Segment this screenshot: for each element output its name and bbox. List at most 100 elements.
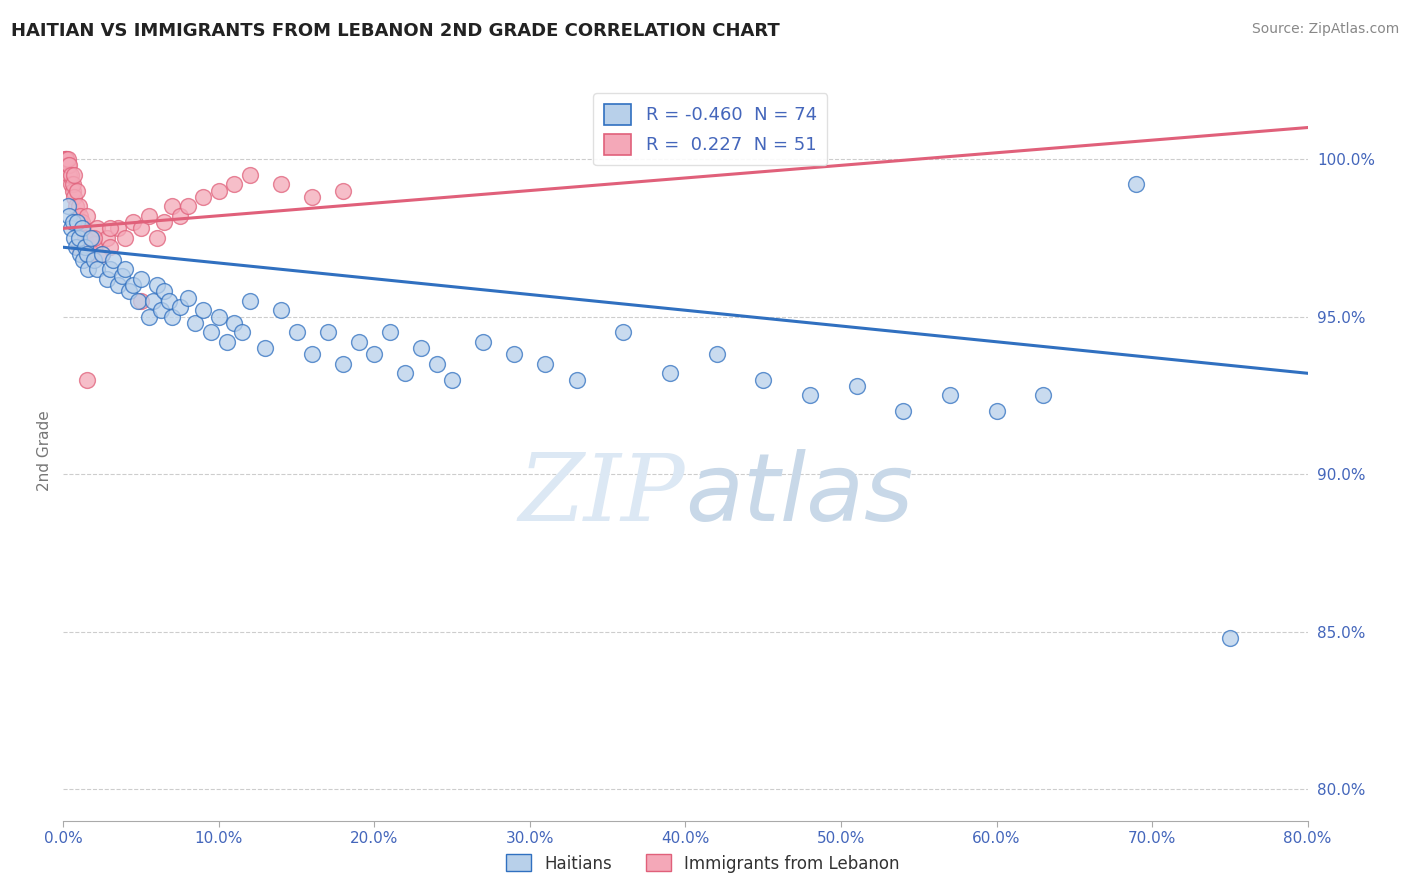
Point bbox=[127, 293, 149, 308]
Point bbox=[114, 231, 136, 245]
Point bbox=[62, 178, 84, 192]
Point bbox=[184, 316, 207, 330]
Point bbox=[426, 357, 449, 371]
Point bbox=[160, 199, 183, 213]
Point bbox=[285, 326, 308, 340]
Point bbox=[69, 246, 91, 260]
Point bbox=[67, 240, 90, 254]
Point bbox=[939, 388, 962, 402]
Point bbox=[63, 168, 86, 182]
Point bbox=[347, 334, 370, 349]
Point bbox=[96, 231, 118, 245]
Point bbox=[169, 300, 191, 314]
Legend: Haitians, Immigrants from Lebanon: Haitians, Immigrants from Lebanon bbox=[499, 847, 907, 880]
Point bbox=[142, 293, 165, 308]
Point bbox=[129, 272, 152, 286]
Point bbox=[58, 209, 80, 223]
Point bbox=[70, 221, 93, 235]
Point bbox=[73, 231, 96, 245]
Point bbox=[394, 366, 416, 380]
Point bbox=[66, 184, 89, 198]
Point bbox=[67, 231, 90, 245]
Point bbox=[55, 152, 77, 166]
Text: atlas: atlas bbox=[686, 450, 914, 541]
Point bbox=[160, 310, 183, 324]
Point bbox=[117, 285, 139, 299]
Point bbox=[752, 373, 775, 387]
Point bbox=[1125, 178, 1147, 192]
Point bbox=[62, 215, 84, 229]
Point bbox=[658, 366, 681, 380]
Point bbox=[83, 237, 105, 252]
Point bbox=[63, 231, 86, 245]
Point bbox=[332, 184, 354, 198]
Point bbox=[208, 184, 231, 198]
Point bbox=[77, 262, 100, 277]
Point bbox=[153, 285, 176, 299]
Point bbox=[270, 303, 292, 318]
Point bbox=[612, 326, 634, 340]
Point bbox=[332, 357, 354, 371]
Point bbox=[80, 246, 103, 260]
Point bbox=[91, 246, 114, 260]
Point bbox=[66, 215, 89, 229]
Point bbox=[378, 326, 401, 340]
Point bbox=[503, 347, 526, 361]
Point bbox=[200, 326, 222, 340]
Point bbox=[1032, 388, 1054, 402]
Point bbox=[145, 278, 167, 293]
Legend: R = -0.460  N = 74, R =  0.227  N = 51: R = -0.460 N = 74, R = 0.227 N = 51 bbox=[593, 93, 828, 165]
Point bbox=[145, 231, 167, 245]
Text: ZIP: ZIP bbox=[519, 450, 686, 540]
Point bbox=[706, 347, 728, 361]
Point bbox=[76, 246, 98, 260]
Text: Source: ZipAtlas.com: Source: ZipAtlas.com bbox=[1251, 22, 1399, 37]
Point bbox=[301, 347, 323, 361]
Point bbox=[891, 404, 914, 418]
Point bbox=[472, 334, 495, 349]
Point bbox=[565, 373, 588, 387]
Point bbox=[231, 326, 253, 340]
Point bbox=[986, 404, 1008, 418]
Point bbox=[153, 215, 176, 229]
Point bbox=[98, 240, 121, 254]
Point bbox=[129, 293, 152, 308]
Point bbox=[56, 158, 79, 172]
Point bbox=[138, 209, 160, 223]
Point bbox=[79, 231, 101, 245]
Point bbox=[193, 303, 215, 318]
Text: HAITIAN VS IMMIGRANTS FROM LEBANON 2ND GRADE CORRELATION CHART: HAITIAN VS IMMIGRANTS FROM LEBANON 2ND G… bbox=[11, 22, 780, 40]
Point bbox=[53, 152, 76, 166]
Point bbox=[63, 190, 86, 204]
Point bbox=[91, 246, 114, 260]
Point bbox=[67, 199, 90, 213]
Point bbox=[157, 293, 180, 308]
Point bbox=[441, 373, 464, 387]
Point bbox=[409, 341, 432, 355]
Point bbox=[270, 178, 292, 192]
Point bbox=[177, 199, 200, 213]
Point bbox=[80, 231, 103, 245]
Point bbox=[65, 240, 87, 254]
Point bbox=[76, 209, 98, 223]
Point bbox=[316, 326, 339, 340]
Point bbox=[70, 215, 93, 229]
Point bbox=[83, 231, 105, 245]
Point bbox=[73, 240, 96, 254]
Point bbox=[111, 268, 134, 283]
Point bbox=[107, 221, 129, 235]
Point bbox=[254, 341, 277, 355]
Point bbox=[239, 293, 262, 308]
Point bbox=[169, 209, 191, 223]
Y-axis label: 2nd Grade: 2nd Grade bbox=[37, 410, 52, 491]
Point bbox=[138, 310, 160, 324]
Point bbox=[60, 168, 83, 182]
Point bbox=[208, 310, 231, 324]
Point bbox=[62, 184, 84, 198]
Point bbox=[55, 152, 77, 166]
Point bbox=[363, 347, 385, 361]
Point bbox=[60, 221, 83, 235]
Point bbox=[98, 262, 121, 277]
Point bbox=[534, 357, 557, 371]
Point bbox=[76, 373, 98, 387]
